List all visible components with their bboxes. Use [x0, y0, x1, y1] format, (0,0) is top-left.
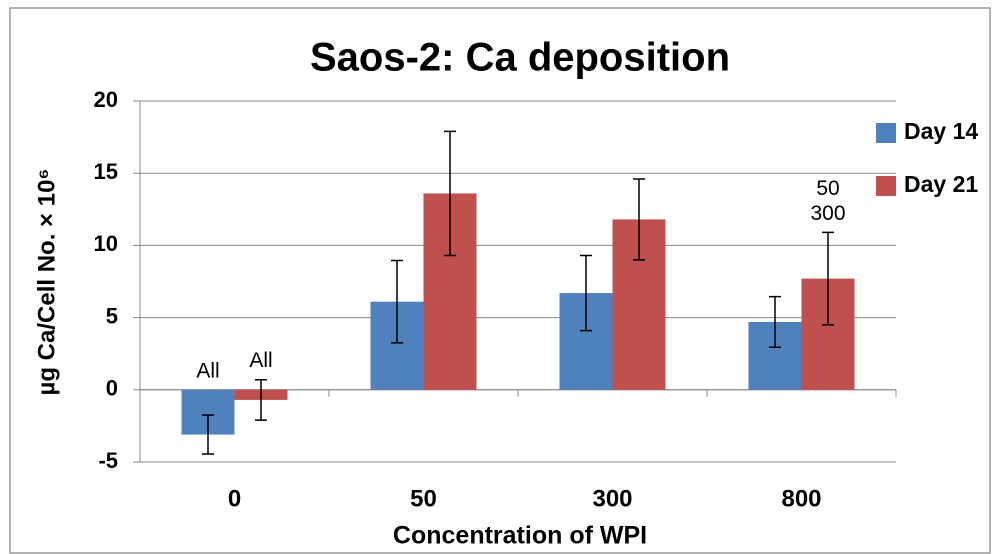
x-axis-title: Concentration of WPI — [393, 522, 647, 550]
legend-label: Day 14 — [904, 118, 978, 144]
legend-swatch — [876, 123, 896, 143]
y-axis-title: µg Ca/Cell No. × 10⁶ — [33, 169, 60, 396]
y-tick-label: 10 — [94, 231, 118, 256]
annotation: 50 — [816, 177, 839, 200]
x-tick-label: 300 — [592, 485, 632, 512]
x-tick-label: 800 — [781, 485, 821, 512]
error-bar — [202, 414, 214, 455]
error-bar — [769, 295, 781, 348]
annotation: All — [196, 359, 219, 382]
error-bar — [633, 178, 645, 261]
legend-label: Day 21 — [904, 171, 978, 197]
y-tick-label: 15 — [94, 159, 118, 184]
annotation: 300 — [810, 202, 845, 225]
error-bar — [391, 259, 403, 344]
error-bar — [580, 254, 592, 332]
error-bar — [255, 378, 267, 421]
y-tick-label: 5 — [106, 303, 118, 328]
error-bar — [822, 231, 834, 326]
y-tick-label: 0 — [106, 376, 118, 401]
chart-title: Saos-2: Ca deposition — [310, 36, 730, 80]
y-tick-label: -5 — [98, 448, 118, 473]
error-bar — [444, 130, 456, 257]
x-tick-label: 0 — [228, 485, 241, 512]
x-tick-label: 50 — [410, 485, 437, 512]
y-tick-label: 20 — [94, 87, 118, 112]
legend-swatch — [876, 176, 896, 196]
annotation: All — [249, 349, 272, 372]
